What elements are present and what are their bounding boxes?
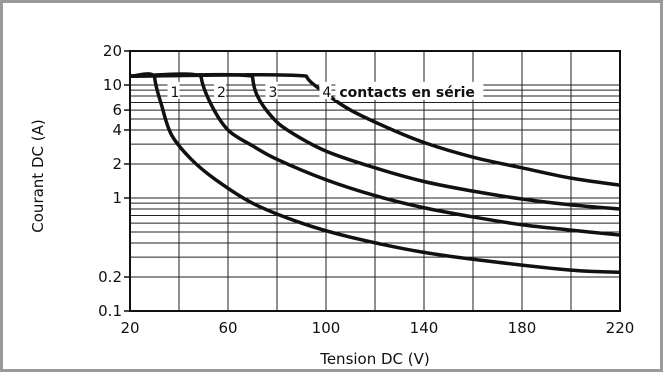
- annotation-background: [335, 81, 484, 100]
- series-group: [129, 72, 621, 275]
- curve-label-4: 4: [322, 85, 331, 101]
- y-tick-label: 1: [112, 189, 122, 207]
- annotation-contacts: contacts en série: [339, 85, 475, 101]
- current-voltage-chart: 20 60 100 140 180 220 0.1 0.2 1 2 4 6 10 20 1 2 3 4 con…: [29, 42, 634, 368]
- y-tick-label: 0.1: [98, 302, 122, 320]
- y-tick-label: 10: [103, 76, 122, 94]
- curve-label-2: 2: [217, 85, 226, 101]
- y-tick-label: 6: [112, 101, 122, 119]
- curve-label-3: 3: [269, 85, 278, 101]
- x-tick-label: 100: [312, 319, 341, 337]
- x-tick-label: 220: [606, 319, 635, 337]
- curve-label-bg: [214, 81, 227, 99]
- x-axis-label: Tension DC (V): [319, 350, 430, 368]
- series-line-4: [129, 73, 621, 187]
- curve-label-bg: [167, 81, 180, 99]
- curve-label-bg: [265, 81, 278, 99]
- curve-label-bg: [319, 81, 332, 99]
- y-tick-label: 0.2: [98, 268, 122, 286]
- x-tick-label: 60: [218, 319, 237, 337]
- x-tick-label: 140: [410, 319, 439, 337]
- x-ticks: 20 60 100 140 180 220: [120, 319, 634, 337]
- x-tick-label: 20: [120, 319, 139, 337]
- curve-label-1: 1: [171, 85, 180, 101]
- y-tick-label: 4: [112, 121, 122, 139]
- x-tick-label: 180: [508, 319, 537, 337]
- y-axis-label: Courant DC (A): [29, 119, 47, 232]
- series-line-3: [129, 72, 621, 211]
- series-line-1: [129, 72, 621, 275]
- series-line-2: [129, 72, 621, 237]
- y-tick-label: 20: [103, 42, 122, 60]
- y-ticks: 0.1 0.2 1 2 4 6 10 20: [98, 42, 130, 320]
- plot-border: [129, 50, 621, 312]
- y-tick-label: 2: [112, 155, 122, 173]
- curve-labels: 1 2 3 4: [167, 81, 332, 101]
